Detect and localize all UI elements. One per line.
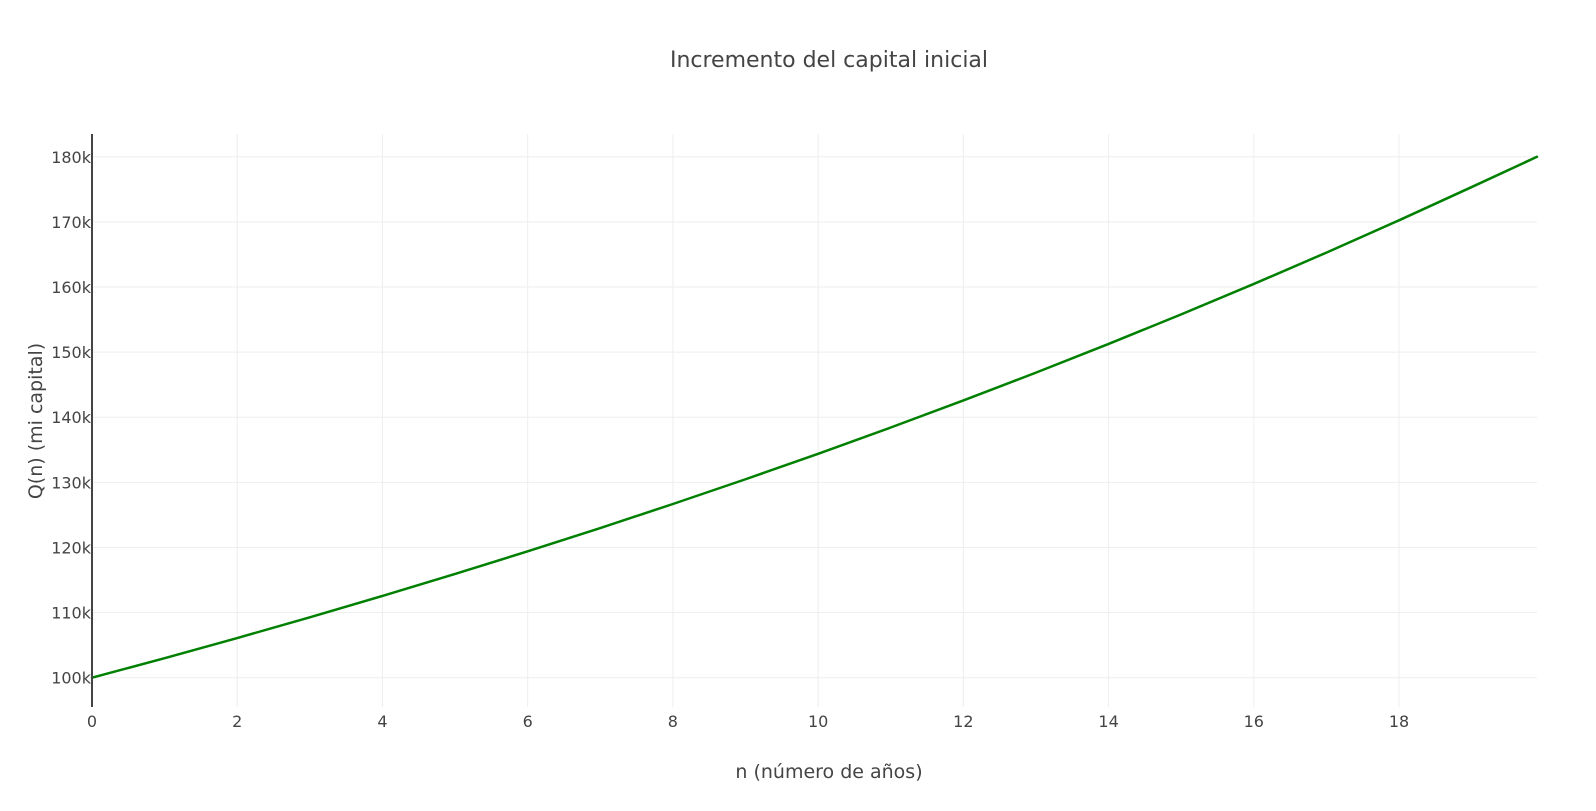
- y-tick-label: 180k: [51, 148, 92, 167]
- grid-lines: [92, 134, 1537, 707]
- x-tick-label: 0: [87, 712, 97, 731]
- y-tick-label: 170k: [51, 213, 92, 232]
- x-tick-label: 16: [1244, 712, 1264, 731]
- x-axis-title: n (número de años): [735, 761, 922, 783]
- x-tick-label: 2: [232, 712, 242, 731]
- y-tick-label: 140k: [51, 408, 92, 427]
- x-tick-label: 12: [953, 712, 973, 731]
- y-tick-label: 120k: [51, 538, 92, 557]
- x-tick-label: 14: [1098, 712, 1118, 731]
- chart-title: Incremento del capital inicial: [670, 48, 988, 73]
- y-tick-label: 100k: [51, 669, 92, 688]
- x-tick-label: 6: [523, 712, 533, 731]
- x-tick-label: 4: [377, 712, 387, 731]
- y-axis-title: Q(n) (mi capital): [25, 343, 47, 499]
- y-tick-label: 150k: [51, 343, 92, 362]
- y-tick-label: 160k: [51, 278, 92, 297]
- y-tick-label: 130k: [51, 473, 92, 492]
- x-tick-label: 8: [668, 712, 678, 731]
- tick-labels: 0 2 4 6 8 10 12 14 16 18 100k 110k 120k 130k 140k 150k 1…: [51, 148, 1409, 731]
- y-tick-label: 110k: [51, 604, 92, 623]
- x-tick-label: 10: [808, 712, 828, 731]
- x-tick-label: 18: [1389, 712, 1409, 731]
- series-layer: [90, 155, 1539, 679]
